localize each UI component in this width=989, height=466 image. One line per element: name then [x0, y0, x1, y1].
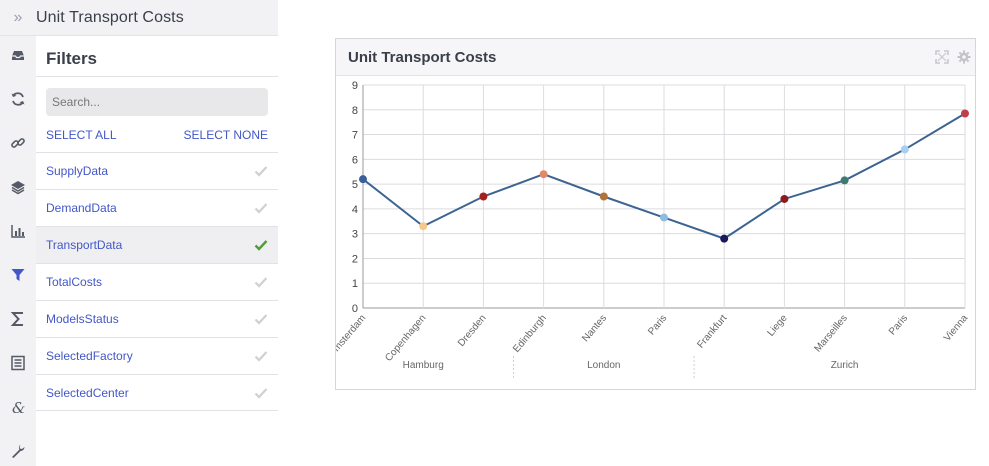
filter-item-label: TotalCosts — [46, 275, 103, 289]
sigma-icon[interactable] — [0, 307, 36, 331]
check-icon — [254, 166, 268, 177]
filters-panel: Filters SELECT ALL SELECT NONE SupplyDat… — [36, 36, 278, 466]
x-group-label: Hamburg — [403, 360, 444, 371]
list-doc-icon[interactable] — [0, 351, 36, 375]
search-input[interactable] — [46, 88, 268, 116]
gear-icon[interactable] — [957, 50, 971, 64]
app-title: Unit Transport Costs — [36, 8, 184, 26]
data-point — [900, 145, 909, 154]
data-point — [479, 192, 488, 201]
x-tick-label: Vienna — [942, 313, 971, 344]
svg-text:&: & — [12, 399, 25, 415]
filter-item-supplydata[interactable]: SupplyData — [36, 152, 278, 189]
filter-item-totalcosts[interactable]: TotalCosts — [36, 263, 278, 300]
y-tick-label: 8 — [352, 105, 358, 117]
filter-item-selectedfactory[interactable]: SelectedFactory — [36, 337, 278, 374]
data-point — [961, 109, 969, 118]
inbox-icon[interactable] — [0, 43, 36, 67]
fullscreen-icon[interactable] — [935, 50, 949, 64]
y-tick-label: 1 — [352, 278, 358, 290]
select-all-button[interactable]: SELECT ALL — [46, 128, 117, 142]
chart-card-header: Unit Transport Costs — [336, 39, 975, 76]
data-point — [599, 192, 608, 201]
x-tick-label: Liege — [766, 313, 790, 339]
data-point — [840, 176, 849, 185]
x-group-label: London — [587, 360, 620, 371]
data-point — [780, 194, 789, 203]
filter-item-label: DemandData — [46, 201, 117, 215]
check-icon — [254, 314, 268, 325]
y-tick-label: 0 — [352, 303, 358, 315]
y-tick-label: 6 — [352, 154, 358, 166]
filter-item-demanddata[interactable]: DemandData — [36, 189, 278, 226]
filter-item-label: SelectedFactory — [46, 349, 133, 363]
y-tick-label: 5 — [352, 179, 358, 191]
chart-card: Unit Transport Costs 0 1 2 3 4 5 6 7 8 9 msterdam C… — [335, 38, 976, 390]
ampersand-icon[interactable]: & — [0, 395, 36, 419]
x-tick-label: Edinburgh — [511, 313, 549, 355]
filter-item-label: SelectedCenter — [46, 385, 129, 400]
x-tick-label: Copenhagen — [383, 313, 428, 364]
check-icon — [254, 203, 268, 214]
filters-title: Filters — [46, 49, 98, 68]
expand-sidebar-icon[interactable]: » — [13, 8, 23, 26]
layers-icon[interactable] — [0, 175, 36, 199]
data-point — [720, 234, 729, 243]
y-tick-label: 7 — [352, 130, 358, 142]
x-group-label: Zurich — [831, 360, 859, 371]
filter-item-selectedcenter[interactable]: SelectedCenter — [36, 374, 278, 411]
x-tick-label: Marseilles — [813, 313, 850, 355]
check-icon — [254, 388, 268, 399]
x-tick-label: Nantes — [580, 313, 609, 344]
refresh-icon[interactable] — [0, 87, 36, 111]
card-tools — [935, 50, 971, 64]
x-tick-label: Dresden — [456, 313, 489, 349]
x-tick-label: Paris — [887, 313, 910, 338]
x-tick-label: Frankfurt — [695, 313, 729, 351]
bar-chart-icon[interactable] — [0, 219, 36, 243]
filter-item-label: ModelsStatus — [46, 312, 119, 326]
filter-item-modelsstatus[interactable]: ModelsStatus — [36, 300, 278, 337]
chart-title: Unit Transport Costs — [348, 48, 497, 66]
filter-item-label: SupplyData — [46, 164, 109, 178]
select-none-button[interactable]: SELECT NONE — [183, 128, 268, 142]
y-tick-label: 9 — [352, 80, 358, 92]
icon-rail: & — [0, 36, 36, 466]
top-bar: » Unit Transport Costs — [0, 0, 278, 36]
y-tick-label: 4 — [352, 204, 358, 216]
data-point — [660, 213, 668, 222]
filter-item-transportdata[interactable]: TransportData — [36, 226, 278, 263]
y-tick-label: 2 — [352, 253, 358, 265]
filter-icon[interactable] — [0, 263, 36, 287]
divider — [36, 76, 278, 77]
check-icon — [254, 240, 268, 251]
x-tick-label: Paris — [646, 313, 669, 338]
data-point — [539, 170, 548, 179]
y-tick-label: 3 — [352, 229, 358, 241]
wrench-icon[interactable] — [0, 439, 36, 463]
check-icon — [254, 277, 268, 288]
x-tick-label: msterdam — [336, 313, 368, 354]
check-icon — [254, 351, 268, 362]
data-point — [419, 222, 428, 231]
line-chart: 0 1 2 3 4 5 6 7 8 9 msterdam Copenhagen Dresden Edinb… — [336, 80, 971, 378]
filter-item-label: TransportData — [46, 238, 123, 252]
link-icon[interactable] — [0, 131, 36, 155]
data-point — [359, 175, 367, 184]
filter-list: SupplyData DemandData TransportData Tota… — [36, 152, 278, 411]
